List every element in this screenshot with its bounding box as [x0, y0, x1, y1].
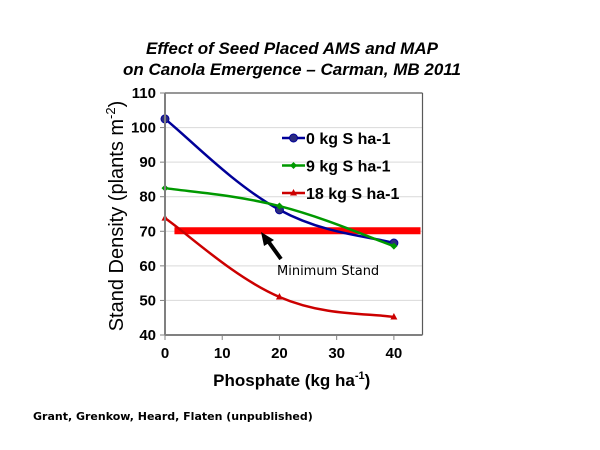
credit-text: Grant, Grenkow, Heard, Flaten (unpublish… — [33, 410, 313, 423]
legend-item: 18 kg S ha-1 — [282, 186, 399, 203]
y-tick-label: 90 — [139, 154, 156, 171]
data-point — [275, 292, 283, 300]
legend: 0 kg S ha-1 9 kg S ha-1 18 kg S ha-1 — [282, 131, 399, 203]
legend-marker — [289, 133, 298, 143]
legend-item: 9 kg S ha-1 — [282, 159, 391, 176]
legend-marker — [290, 162, 297, 169]
minimum-stand-label: Minimum Stand — [277, 264, 379, 279]
x-tick-label: 30 — [328, 345, 345, 362]
data-point — [390, 242, 398, 250]
legend-label: 9 kg S ha-1 — [306, 159, 391, 176]
y-axis-title: Stand Density (plants m-2) — [103, 101, 128, 332]
x-tick-label: 40 — [386, 345, 403, 362]
x-axis-title: Phosphate (kg ha-1) — [213, 370, 370, 390]
y-tick-label: 70 — [139, 223, 156, 240]
legend-label: 18 kg S ha-1 — [306, 186, 399, 203]
tick-labels: 40 50 60 70 80 90 100 110 0 10 20 30 40 — [131, 85, 402, 362]
x-tick-label: 20 — [271, 345, 288, 362]
minimum-stand-annotation: Minimum Stand — [261, 232, 379, 279]
series-group — [160, 114, 399, 320]
y-tick-label: 40 — [139, 327, 156, 344]
y-tick-label: 60 — [139, 258, 156, 275]
y-tick-label: 110 — [132, 85, 156, 102]
data-point — [275, 202, 283, 210]
y-tick-label: 100 — [131, 120, 156, 137]
legend-marker — [290, 189, 297, 196]
legend-label: 0 kg S ha-1 — [306, 131, 391, 148]
chart-subtitle: on Canola Emergence – Carman, MB 2011 — [123, 60, 461, 79]
arrow-head-icon — [261, 232, 274, 246]
axes — [160, 92, 424, 340]
legend-item: 0 kg S ha-1 — [282, 131, 391, 148]
y-tick-label: 80 — [139, 189, 156, 206]
x-tick-label: 10 — [214, 345, 231, 362]
arrow-icon — [266, 239, 283, 261]
chart-title: Effect of Seed Placed AMS and MAP — [146, 39, 438, 58]
x-tick-label: 0 — [161, 345, 169, 362]
data-point — [390, 313, 398, 320]
y-tick-label: 50 — [139, 292, 156, 309]
